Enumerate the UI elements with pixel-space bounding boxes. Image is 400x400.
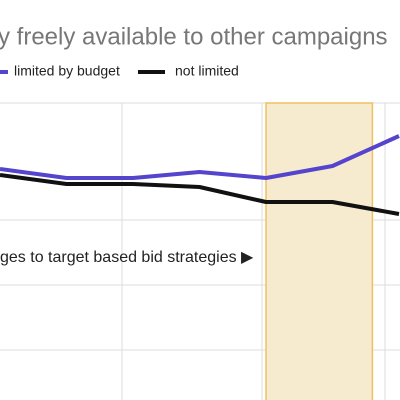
legend-label: not limited [175, 63, 239, 79]
series-line [0, 173, 400, 216]
plot-area [0, 102, 400, 400]
series-line [0, 134, 400, 180]
annotation: ges to target based bid strategies ▶ [0, 249, 254, 266]
highlight-band [265, 102, 374, 400]
legend-label: limited by budget [14, 63, 120, 79]
chart-title: y freely available to other campaigns [0, 23, 388, 50]
